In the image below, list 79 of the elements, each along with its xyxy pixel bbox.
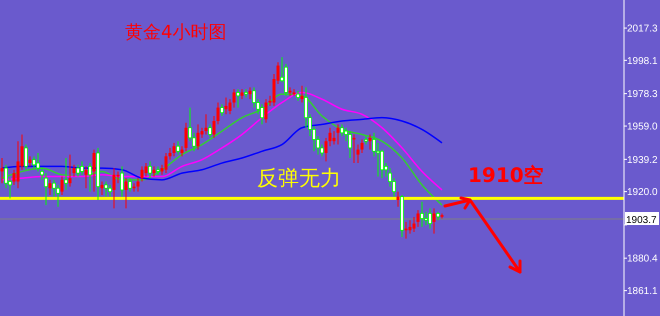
y-tick-label: 1920.0 xyxy=(627,187,658,198)
candlestick xyxy=(84,166,88,189)
candlestick xyxy=(180,146,184,157)
candlestick xyxy=(404,221,408,240)
text: 黄金4小时图 xyxy=(125,21,226,44)
candlestick xyxy=(184,122,188,152)
y-tick-label: 1880.4 xyxy=(627,254,658,265)
candlestick xyxy=(264,98,268,124)
candlestick xyxy=(16,140,20,189)
candlestick xyxy=(108,184,112,198)
candlestick xyxy=(300,85,304,104)
candlestick xyxy=(328,127,332,147)
y-tick-label: 2017.3 xyxy=(627,24,658,35)
candlestick xyxy=(172,142,176,157)
candlestick xyxy=(368,134,372,150)
candlestick xyxy=(412,216,416,232)
candlestick xyxy=(228,98,232,115)
candlestick xyxy=(360,139,364,154)
candlestick xyxy=(420,201,424,228)
candlestick xyxy=(196,124,200,150)
candlestick xyxy=(32,156,36,169)
candlestick xyxy=(396,191,400,208)
candlestick xyxy=(212,115,216,138)
candlestick xyxy=(104,181,108,198)
candlestick xyxy=(28,156,32,167)
candlestick xyxy=(240,88,244,100)
candlestick xyxy=(60,176,64,196)
candlestick xyxy=(88,162,92,192)
candlestick xyxy=(348,130,352,158)
candlestick xyxy=(224,96,228,115)
candlestick xyxy=(176,140,180,156)
candlestick xyxy=(236,88,240,108)
candlestick xyxy=(56,184,60,208)
candlestick xyxy=(356,144,360,164)
candlestick xyxy=(164,152,168,174)
candlestick xyxy=(408,220,412,234)
candlestick xyxy=(152,166,156,177)
candlestick xyxy=(140,166,144,182)
candlestick xyxy=(148,160,152,179)
candlestick xyxy=(220,104,224,116)
candlestick xyxy=(64,158,68,190)
candlestick xyxy=(432,208,436,234)
candlestick xyxy=(296,90,300,102)
candlestick xyxy=(204,114,208,135)
y-tick-label: 1978.3 xyxy=(627,89,658,100)
candlestick xyxy=(76,164,80,177)
candlestick xyxy=(208,124,212,138)
y-tick-label: 1939.2 xyxy=(627,154,658,166)
annotation: 反弹无力 xyxy=(257,165,341,192)
candlestick xyxy=(352,134,356,164)
candlestick xyxy=(80,160,84,176)
candlestick xyxy=(232,88,236,108)
candlestick xyxy=(24,144,28,170)
candlestick xyxy=(112,168,116,209)
candlestick xyxy=(100,181,104,196)
candlestick xyxy=(336,124,340,146)
candlestick xyxy=(120,166,124,198)
candlestick xyxy=(144,162,148,177)
candlestick xyxy=(332,130,336,146)
candlestick xyxy=(136,178,140,192)
candlestick xyxy=(92,149,96,192)
candlestick xyxy=(428,208,432,230)
y-tick-label: 1959.0 xyxy=(627,122,658,133)
candlestick xyxy=(168,147,172,160)
candlestick xyxy=(48,179,52,196)
candlestick xyxy=(416,210,420,228)
candlestick xyxy=(72,164,76,177)
candlestick xyxy=(0,158,4,184)
candlestick xyxy=(248,86,252,100)
candlestick xyxy=(68,154,72,188)
candlestick xyxy=(124,178,128,209)
candlestick xyxy=(216,102,220,125)
candlestick xyxy=(324,137,328,162)
candlestick xyxy=(128,178,132,192)
y-tick-label: 1998.1 xyxy=(627,56,658,67)
candlestick xyxy=(340,124,344,137)
y-tick-label: 1861.1 xyxy=(627,286,658,298)
annotation: 1910空 xyxy=(468,162,544,189)
ref-line-label: 1903.7 xyxy=(626,215,658,226)
